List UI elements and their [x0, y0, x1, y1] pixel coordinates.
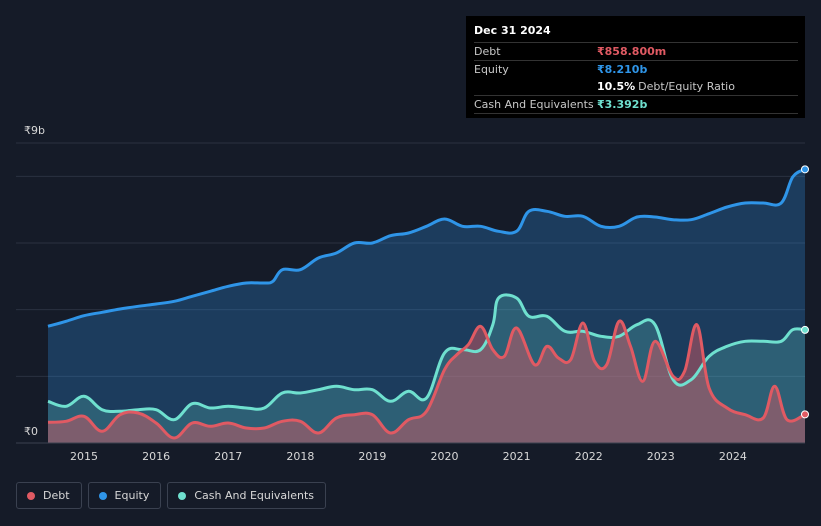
legend-cash-label: Cash And Equivalents	[194, 489, 314, 502]
cash-area	[48, 294, 805, 443]
tooltip-ratio-value: 10.5%	[597, 80, 636, 93]
debt-line	[47, 319, 806, 440]
y-axis-bottom-label: ₹0	[24, 425, 38, 438]
equity-end-marker	[801, 165, 809, 174]
x-tick-label: 2024	[718, 450, 747, 463]
tooltip-date: Dec 31 2024	[474, 24, 551, 37]
x-tick-label: 2022	[574, 450, 603, 463]
tooltip-row-ratio: 10.5% Debt/Equity Ratio	[474, 78, 798, 95]
equity-line	[47, 167, 806, 328]
equity-area	[48, 169, 805, 444]
debt-end-marker	[801, 410, 809, 419]
debt-area	[48, 320, 805, 443]
debt-dot-icon	[27, 491, 35, 500]
x-tick-label: 2017	[214, 450, 243, 463]
end-markers	[801, 165, 809, 419]
tooltip-debt-label: Debt	[474, 45, 501, 58]
tooltip-equity-label: Equity	[474, 63, 509, 76]
y-axis-top-label: ₹9b	[24, 124, 45, 137]
tooltip-panel: Dec 31 2024 Debt ₹858.800m Equity ₹8.210…	[466, 16, 805, 118]
x-tick-label: 2015	[70, 450, 99, 463]
x-tick-label: 2020	[430, 450, 459, 463]
tooltip-row-cash: Cash And Equivalents ₹3.392b	[474, 95, 798, 114]
cash-dot-icon	[178, 491, 187, 500]
x-tick-label: 2016	[142, 450, 171, 463]
tooltip-row-equity: Equity ₹8.210b	[474, 60, 798, 78]
x-tick-label: 2019	[358, 450, 387, 463]
tooltip-cash-value: ₹3.392b	[597, 98, 648, 111]
legend-debt-label: Debt	[43, 489, 70, 502]
tooltip-equity-value: ₹8.210b	[597, 63, 648, 76]
legend-item-cash[interactable]: Cash And Equivalents	[167, 482, 326, 509]
legend-item-debt[interactable]: Debt	[16, 482, 82, 509]
tooltip-ratio-label: Debt/Equity Ratio	[638, 80, 735, 93]
legend: Debt Equity Cash And Equivalents	[16, 482, 326, 509]
cash-line	[47, 293, 806, 422]
x-tick-label: 2021	[502, 450, 531, 463]
x-tick-label: 2018	[286, 450, 315, 463]
equity-dot-icon	[98, 491, 107, 500]
tooltip-row-debt: Debt ₹858.800m	[474, 42, 798, 60]
series-lines	[47, 167, 806, 440]
tooltip-cash-label: Cash And Equivalents	[474, 98, 594, 111]
tooltip-debt-value: ₹858.800m	[597, 45, 667, 58]
x-tick-label: 2023	[646, 450, 675, 463]
legend-equity-label: Equity	[114, 489, 150, 502]
legend-item-equity[interactable]: Equity	[87, 482, 162, 509]
cash-end-marker	[801, 325, 809, 334]
series-areas	[48, 169, 805, 444]
